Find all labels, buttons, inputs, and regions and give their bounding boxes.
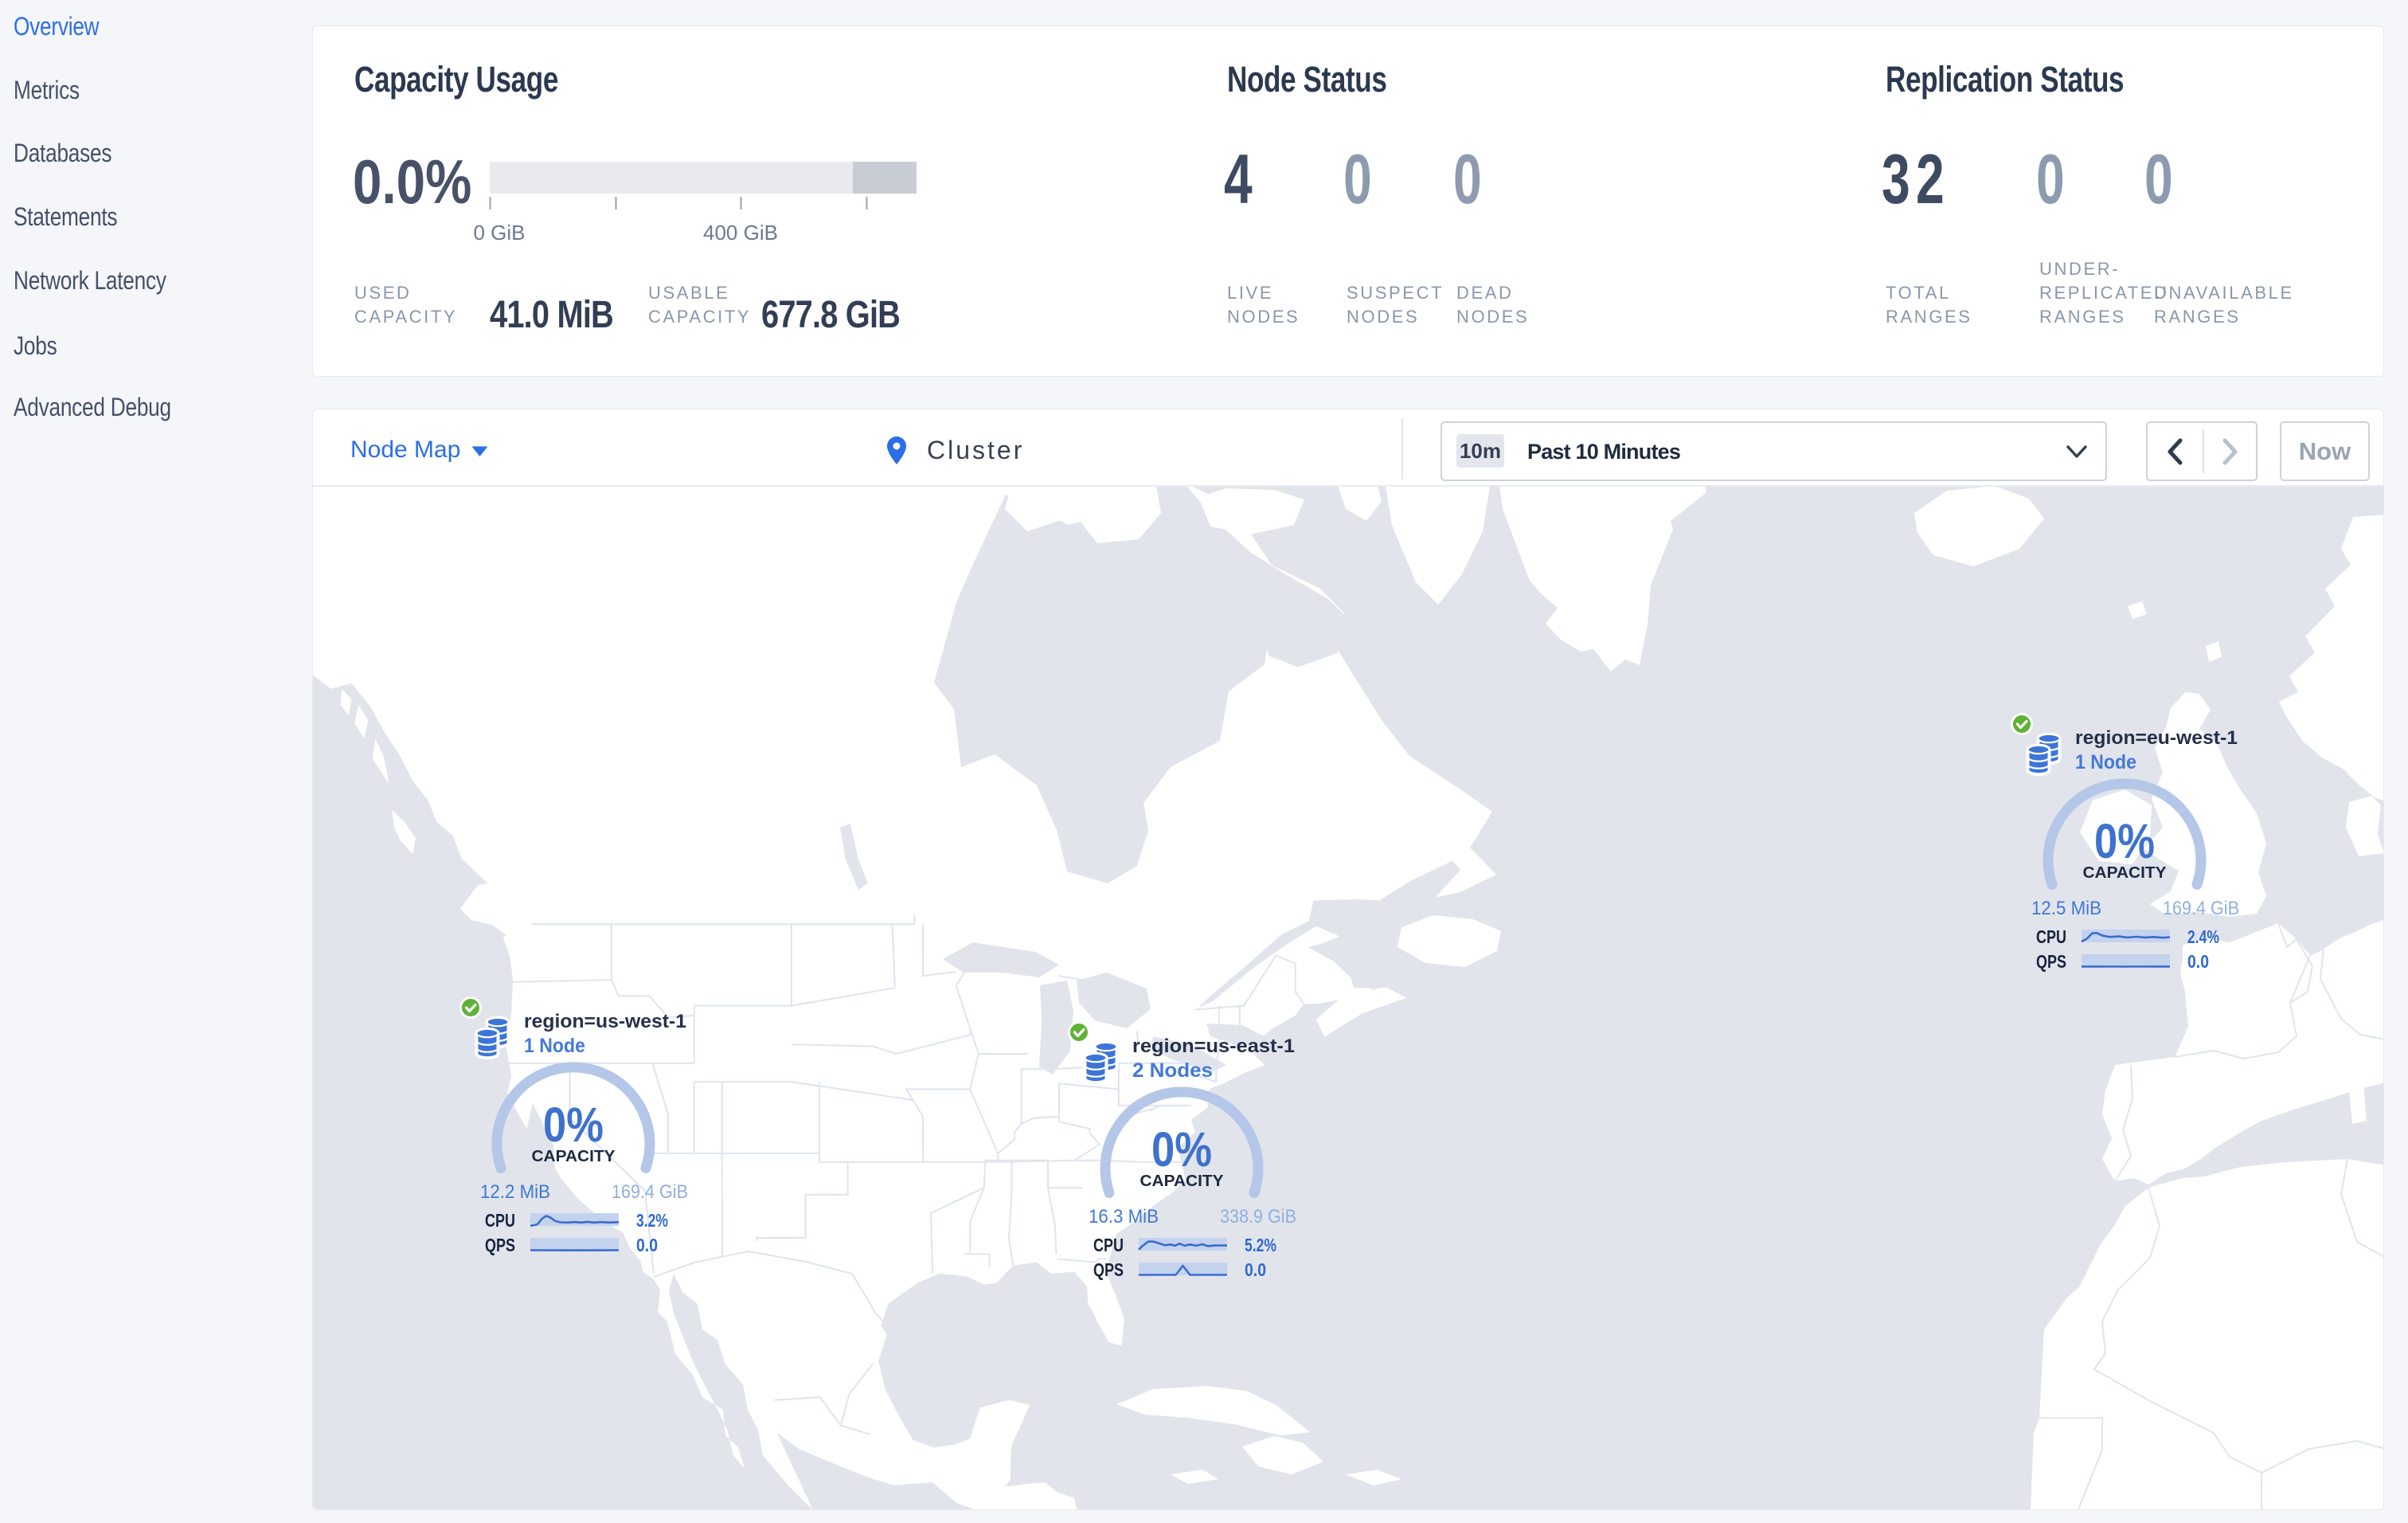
svg-text:region=eu-west-1: region=eu-west-1 <box>2075 727 2238 749</box>
svg-text:0%: 0% <box>1151 1122 1212 1177</box>
svg-text:QPS: QPS <box>1093 1259 1124 1280</box>
svg-text:2 Nodes: 2 Nodes <box>1132 1059 1213 1082</box>
svg-text:169.4 GiB: 169.4 GiB <box>2163 898 2239 919</box>
svg-text:CPU: CPU <box>2036 926 2066 947</box>
svg-text:CPU: CPU <box>485 1210 515 1231</box>
svg-text:1 Node: 1 Node <box>2075 751 2136 773</box>
svg-text:0%: 0% <box>2094 814 2155 868</box>
svg-text:CPU: CPU <box>1093 1235 1124 1255</box>
svg-text:CAPACITY: CAPACITY <box>1140 1173 1225 1190</box>
svg-text:12.2 MiB: 12.2 MiB <box>480 1181 550 1203</box>
svg-text:5.2%: 5.2% <box>1245 1235 1276 1255</box>
svg-text:QPS: QPS <box>485 1235 515 1255</box>
svg-text:CAPACITY: CAPACITY <box>2083 864 2168 882</box>
svg-text:0%: 0% <box>543 1098 604 1152</box>
svg-text:2.4%: 2.4% <box>2187 926 2219 947</box>
svg-text:0.0: 0.0 <box>2187 951 2209 972</box>
svg-text:16.3 MiB: 16.3 MiB <box>1089 1206 1159 1227</box>
svg-text:region=us-west-1: region=us-west-1 <box>524 1011 686 1032</box>
svg-text:CAPACITY: CAPACITY <box>532 1148 616 1165</box>
svg-text:0.0: 0.0 <box>1245 1259 1266 1280</box>
svg-text:338.9 GiB: 338.9 GiB <box>1220 1206 1296 1227</box>
svg-text:3.2%: 3.2% <box>636 1210 668 1231</box>
svg-text:1 Node: 1 Node <box>524 1035 585 1057</box>
svg-text:0.0: 0.0 <box>636 1235 658 1255</box>
svg-text:QPS: QPS <box>2036 951 2066 972</box>
svg-text:region=us-east-1: region=us-east-1 <box>1132 1036 1295 1057</box>
svg-text:169.4 GiB: 169.4 GiB <box>612 1181 688 1203</box>
svg-text:12.5 MiB: 12.5 MiB <box>2031 898 2101 919</box>
svg-text:400 GiB: 400 GiB <box>703 221 778 245</box>
svg-text:0 GiB: 0 GiB <box>473 221 525 245</box>
